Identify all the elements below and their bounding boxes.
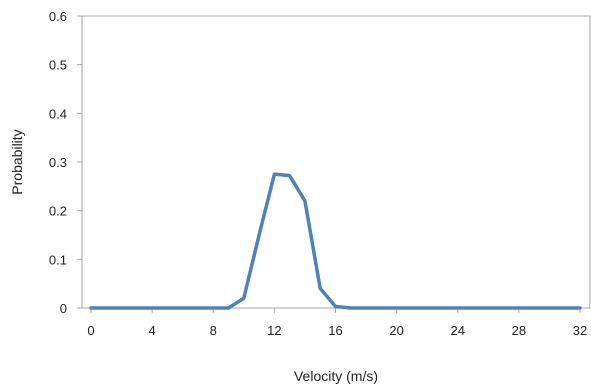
- y-tick-label: 0.4: [49, 106, 67, 121]
- x-tick-label: 32: [573, 323, 587, 338]
- tick-labels: 0 4 8 12 16 20 24 28 32 0 0.1 0.2 0.3 0.4 0.5 0.6: [49, 9, 587, 338]
- x-tick-label: 16: [328, 323, 342, 338]
- series-line: [89, 172, 582, 310]
- x-tick-label: 0: [87, 323, 94, 338]
- x-tick-label: 20: [389, 323, 403, 338]
- x-tick-label: 8: [210, 323, 217, 338]
- y-tick-label: 0: [60, 301, 67, 316]
- y-tick-label: 0.5: [49, 58, 67, 73]
- plot-area: [81, 15, 591, 309]
- x-tick-label: 4: [149, 323, 156, 338]
- x-tick-label: 28: [512, 323, 526, 338]
- y-tick-label: 0.6: [49, 9, 67, 24]
- y-tick-label: 0.3: [49, 155, 67, 170]
- x-tick-label: 24: [451, 323, 465, 338]
- y-axis-title: Probability: [9, 129, 25, 194]
- series-layer: [89, 172, 582, 310]
- x-tick-label: 12: [267, 323, 281, 338]
- y-tick-label: 0.1: [49, 252, 67, 267]
- y-tick-label: 0.2: [49, 204, 67, 219]
- x-axis-title: Velocity (m/s): [294, 368, 378, 384]
